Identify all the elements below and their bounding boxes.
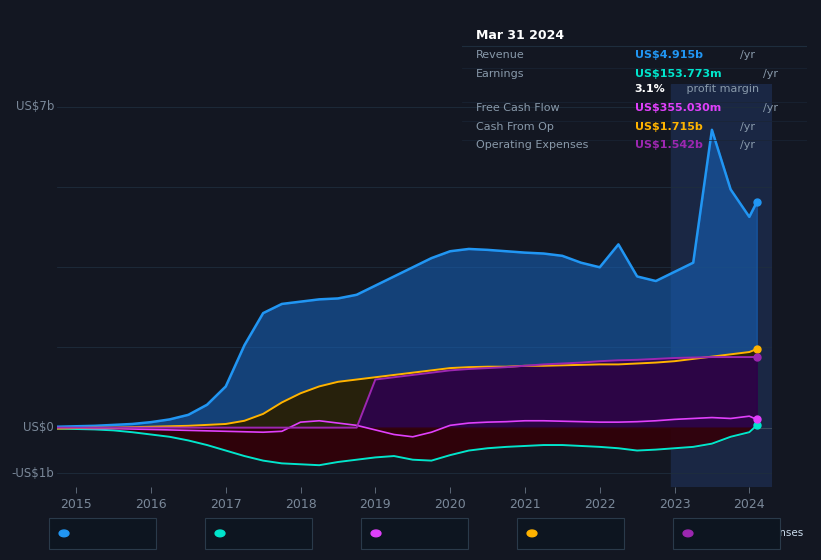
Text: Free Cash Flow: Free Cash Flow [476,103,559,113]
Text: /yr: /yr [764,103,778,113]
Text: 3.1%: 3.1% [635,85,665,94]
Text: Mar 31 2024: Mar 31 2024 [476,29,564,42]
Text: Revenue: Revenue [74,529,119,538]
Text: -US$1b: -US$1b [11,467,54,480]
Text: Operating Expenses: Operating Expenses [476,140,588,150]
Text: US$153.773m: US$153.773m [635,69,721,79]
Text: Earnings: Earnings [476,69,525,79]
Text: /yr: /yr [764,69,778,79]
Text: Earnings: Earnings [230,529,275,538]
Text: US$1.542b: US$1.542b [635,140,703,150]
Text: Revenue: Revenue [476,50,525,60]
Text: /yr: /yr [741,140,755,150]
Text: /yr: /yr [741,50,755,60]
Text: Free Cash Flow: Free Cash Flow [386,529,464,538]
Text: Cash From Op: Cash From Op [476,122,553,132]
Text: US$4.915b: US$4.915b [635,50,703,60]
Text: US$0: US$0 [23,421,54,434]
Text: US$1.715b: US$1.715b [635,122,702,132]
Text: profit margin: profit margin [684,85,759,94]
Text: /yr: /yr [741,122,755,132]
Text: US$355.030m: US$355.030m [635,103,721,113]
Text: Operating Expenses: Operating Expenses [698,529,803,538]
Bar [671,84,772,487]
Text: Cash From Op: Cash From Op [542,529,615,538]
Text: US$7b: US$7b [16,100,54,114]
